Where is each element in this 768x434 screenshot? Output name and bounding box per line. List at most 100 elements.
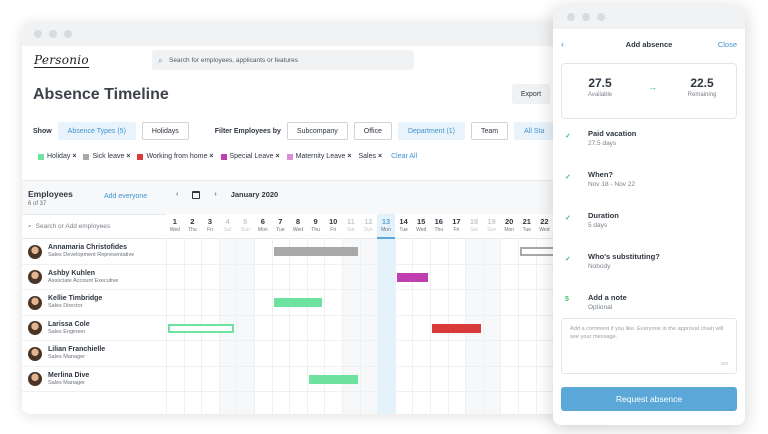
checkmark-icon: ✓ [565,215,571,222]
holidays-filter[interactable]: Holidays [141,122,189,140]
color-swatch [83,153,90,160]
day-column[interactable] [394,239,413,414]
day-header: 2 Thu [183,214,202,239]
close-button[interactable]: Close [717,40,737,49]
weekday-label: Fri [330,227,337,233]
day-column[interactable] [324,239,342,414]
color-swatch [220,153,227,160]
day-header: 17 Fri [447,214,466,239]
remove-tag-icon[interactable]: × [347,153,352,160]
page-title: Absence Timeline [33,86,169,103]
day-column[interactable] [236,239,254,414]
day-column[interactable] [166,239,184,414]
panel-header: ‹ Add absence Close [553,35,745,55]
filter-tag: Sick leave × [83,153,130,160]
employee-info[interactable]: Kellie Timbridge Sales Director [28,295,168,310]
absence-bar[interactable] [273,247,358,256]
add-everyone-link[interactable]: Add everyone [104,193,148,200]
status-filter[interactable]: All Sta [514,122,555,140]
active-tags: Holiday × Sick leave × Working from home × Spe… [38,153,417,160]
request-absence-button[interactable]: Request absence [561,387,737,411]
subcompany-filter[interactable]: Subcompany [286,122,348,140]
employee-search-input[interactable]: ⌕ Search or Add employees [22,214,166,239]
day-number: 9 [313,217,318,226]
character-count: 200 [720,361,728,366]
day-column[interactable] [289,239,307,414]
remove-tag-icon[interactable]: × [72,153,77,160]
absence-bar[interactable] [396,272,428,282]
export-button[interactable]: Export [512,84,550,104]
personio-logo[interactable]: Personio [34,53,89,68]
absence-bar[interactable] [308,374,358,384]
day-number: 14 [399,217,408,226]
day-column[interactable] [500,239,518,414]
employee-info[interactable]: Merlina Dive Sales Manager [28,372,168,387]
absence-bar[interactable] [168,323,235,333]
day-column[interactable] [535,239,554,414]
absence-step[interactable]: ✓ When? Nov 18 - Nov 22 [565,170,735,200]
prev-month-chevron-icon[interactable]: ‹ [176,191,179,198]
absence-bar[interactable] [273,298,323,307]
balance-card: 27.5 Available → 22.5 Remaining [561,63,737,119]
clear-all-link[interactable]: Clear All [391,153,418,160]
weekday-label: Fri [207,227,213,233]
absence-step[interactable]: ✓ Paid vacation 27.5 days [565,129,735,159]
day-column[interactable] [342,239,360,414]
remove-tag-icon[interactable]: × [378,153,383,160]
timeline-header: Employees 6 of 37 Add everyone ‹ › Janua… [22,180,612,214]
day-column[interactable] [254,239,272,414]
day-number: 15 [417,217,426,226]
day-column[interactable] [482,239,501,414]
day-column[interactable] [518,239,536,414]
employee-name: Annamaria Christofides [48,244,127,251]
step-subtitle: Nov 18 - Nov 22 [588,181,635,188]
employee-info[interactable]: Ashby Kuhlen Associate Account Executive [28,270,168,285]
day-column[interactable] [306,239,325,414]
day-column[interactable] [359,239,378,414]
main-window: Personio ⌕ Search for employees, applica… [22,22,612,414]
color-swatch [137,153,144,160]
remove-tag-icon[interactable]: × [126,153,131,160]
absence-step[interactable]: ✓ Duration 5 days [565,211,735,241]
checkmark-icon: ✓ [565,174,571,181]
employee-info[interactable]: Lilian Franchielle Sales Manager [28,346,168,361]
employee-info[interactable]: Annamaria Christofides Sales Development … [28,244,168,259]
remove-tag-icon[interactable]: × [275,153,280,160]
chevron-left-icon[interactable]: ‹ [561,39,564,49]
department-filter[interactable]: Department (1) [397,122,466,140]
employee-info[interactable]: Larissa Cole Sales Engineer [28,321,168,336]
remaining-value: 22.5 [690,76,714,90]
weekday-label: Sun [363,227,373,233]
office-filter[interactable]: Office [353,122,392,140]
absence-bar[interactable] [432,323,481,333]
avatar [28,346,42,361]
day-number: 4 [225,217,230,226]
show-label: Show [33,127,52,135]
day-header: 19 Sun [482,214,501,239]
employee-role: Sales Development Representative [48,252,135,258]
employee-text: Ashby Kuhlen Associate Account Executive [48,270,118,285]
avatar [28,244,42,259]
day-column[interactable] [412,239,430,414]
color-swatch [38,153,44,160]
remove-tag-icon[interactable]: × [209,153,214,160]
calendar-icon[interactable] [192,190,201,199]
day-number: 10 [329,217,338,226]
global-search-input[interactable]: ⌕ Search for employees, applicants or fe… [152,50,414,70]
absence-types-filter[interactable]: Absence Types (5) [57,122,136,140]
next-month-chevron-icon[interactable]: › [214,191,217,198]
comment-textarea[interactable]: Add a comment if you like. Everyone in t… [561,318,737,374]
day-column[interactable] [271,239,290,414]
employee-name: Merlina Dive [48,371,90,379]
weekday-label: Fri [453,227,460,233]
step-subtitle: 5 days [588,222,608,229]
team-filter[interactable]: Team [471,122,509,140]
absence-step[interactable]: ✓ Who's substituting? Nobody [565,252,735,282]
weekday-label: Sun [240,227,250,233]
day-column[interactable] [430,239,448,414]
day-header: 6 Mon [254,214,272,239]
day-column[interactable] [377,239,395,414]
absence-step[interactable]: 5 Add a note Optional [565,293,735,323]
weekday-label: Tue [399,227,408,233]
window-dot-icon [49,30,57,38]
